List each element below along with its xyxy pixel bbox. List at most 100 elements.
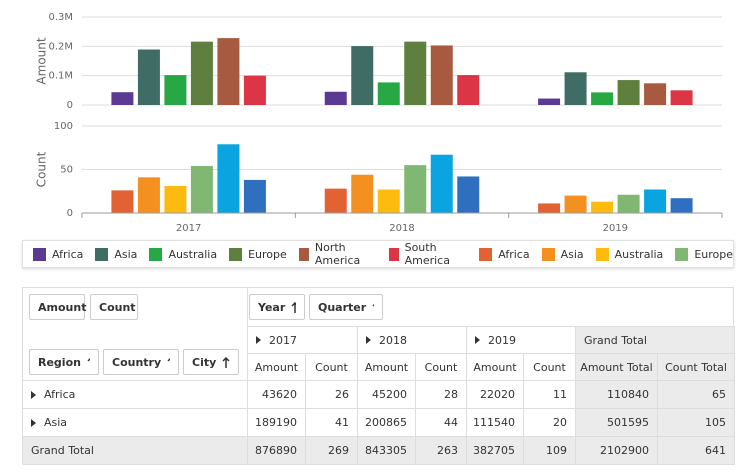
year-header-text: 2019	[488, 333, 516, 347]
legend-item[interactable]: North America	[298, 241, 377, 267]
year-header[interactable]: 2018	[358, 326, 467, 354]
legend-label: North America	[314, 241, 361, 267]
total-header-text: Count Total	[665, 360, 727, 374]
bar	[351, 46, 374, 105]
legend-item[interactable]: Australia	[595, 247, 664, 261]
legend: Africa Asia Australia Europe North America So…	[22, 240, 734, 268]
value-cell-text: 22020	[480, 388, 515, 401]
y-tick-label: 0.2M	[48, 41, 73, 52]
sort-icon	[372, 303, 374, 307]
bar	[404, 41, 427, 105]
bar	[564, 72, 587, 105]
legend-item[interactable]: Africa	[33, 247, 83, 261]
legend-swatch	[95, 247, 109, 261]
field-button[interactable]: Amount	[29, 294, 87, 320]
value-cell: 20	[524, 409, 576, 437]
value-cell-text: 382705	[473, 444, 515, 457]
row-header[interactable]: Africa	[23, 381, 248, 409]
x-tick-label: 2018	[389, 223, 414, 234]
bar	[111, 190, 134, 213]
value-cell: 269	[306, 437, 358, 465]
measure-header-text: Amount	[364, 360, 409, 374]
bar	[591, 201, 614, 213]
bar	[377, 189, 400, 213]
value-cell: 843305	[358, 437, 416, 465]
field-button-text: Year	[258, 300, 286, 314]
field-button-text: Amount	[38, 300, 87, 314]
header-corner	[23, 288, 248, 381]
bar	[164, 75, 187, 105]
expand-icon	[475, 336, 480, 344]
value-cell-text: 110840	[607, 388, 649, 401]
legend-swatch	[541, 247, 555, 261]
value-cell: 641	[658, 437, 735, 465]
field-button-text: Country	[112, 355, 162, 369]
bar	[644, 83, 667, 105]
year-header-text: 2017	[269, 333, 297, 347]
row-header[interactable]: Asia	[23, 409, 248, 437]
legend-item[interactable]: Australia	[149, 247, 217, 261]
measure-header: Count	[306, 354, 358, 381]
legend-swatch	[675, 247, 689, 261]
value-cell-text: 41	[335, 416, 349, 429]
value-cell-text: 26	[335, 388, 349, 401]
value-cell-text: 843305	[365, 444, 407, 457]
chart: Amount 0 0.1M 0.2M 0.3M Count 0 50 100 2017 2018 20…	[35, 12, 723, 234]
pivot-table: Amount Count Year Quarter Region Country City 2…	[22, 287, 735, 465]
year-header[interactable]: 2017	[248, 326, 358, 354]
measure-header-text: Count	[315, 360, 348, 374]
bar	[538, 203, 561, 213]
value-cell: 11	[524, 381, 576, 409]
value-cell: 200865	[358, 409, 416, 437]
legend-item[interactable]: South America	[388, 241, 468, 267]
value-cell-text: 263	[437, 444, 458, 457]
legend-item[interactable]: Africa	[479, 247, 530, 261]
value-cell: 382705	[467, 437, 524, 465]
total-header: Count Total	[658, 354, 735, 381]
bar	[137, 49, 160, 105]
bar	[351, 174, 374, 213]
expand-icon	[366, 336, 371, 344]
value-cell-text: 28	[444, 388, 458, 401]
legend-item[interactable]: Asia	[95, 247, 137, 261]
value-cell-text: 189190	[255, 416, 297, 429]
row-header: Grand Total	[23, 437, 248, 465]
field-button[interactable]: Year	[249, 294, 305, 320]
value-cell-text: 43620	[262, 388, 297, 401]
bar	[430, 154, 453, 213]
measure-header-text: Amount	[473, 360, 517, 374]
value-cell-text: 111540	[473, 416, 515, 429]
field-button[interactable]: Region	[29, 349, 99, 375]
value-cell-text: 200865	[365, 416, 407, 429]
sort-icon	[167, 357, 170, 362]
expand-icon	[31, 418, 36, 427]
year-header[interactable]: 2019	[467, 326, 576, 354]
bar	[617, 194, 640, 213]
value-cell: 28	[416, 381, 467, 409]
value-cell-text: 65	[712, 388, 726, 401]
measure-header-text: Amount	[254, 360, 299, 374]
bar	[670, 90, 693, 105]
bar	[538, 98, 561, 105]
measure-header: Count	[416, 354, 467, 381]
bar	[324, 188, 347, 213]
total-header-text: Amount Total	[580, 360, 653, 374]
field-button-text: Quarter	[318, 300, 367, 314]
bar	[377, 82, 400, 105]
field-button[interactable]: City	[183, 349, 239, 375]
legend-label: South America	[404, 241, 450, 267]
value-cell: 105	[658, 409, 735, 437]
value-cell: 876890	[248, 437, 306, 465]
legend-item[interactable]: Europe	[229, 247, 287, 261]
value-cell-text: 501595	[607, 416, 649, 429]
legend-label: Australia	[614, 247, 664, 261]
bar	[164, 186, 187, 213]
legend-item[interactable]: Europe	[675, 247, 733, 261]
legend-item[interactable]: Asia	[541, 247, 584, 261]
measure-header: Amount	[358, 354, 416, 381]
measure-header: Amount	[248, 354, 306, 381]
field-button[interactable]: Count	[90, 294, 138, 320]
bar	[217, 144, 240, 213]
field-button[interactable]: Country	[103, 349, 179, 375]
field-button[interactable]: Quarter	[309, 294, 383, 320]
